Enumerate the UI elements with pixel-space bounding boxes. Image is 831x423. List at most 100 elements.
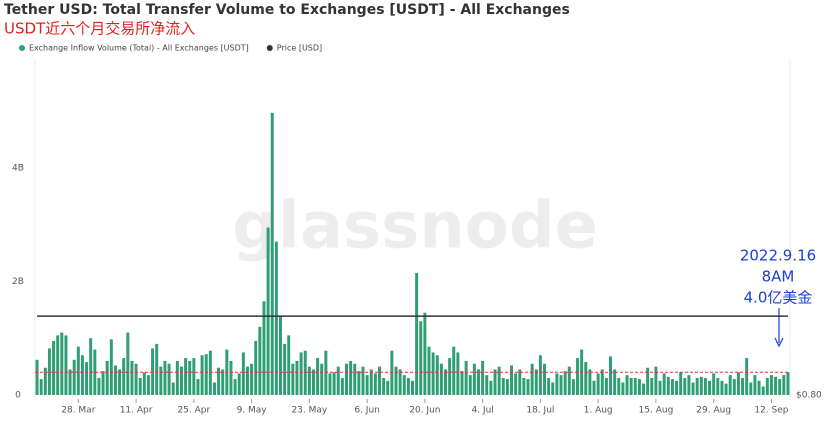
bar	[336, 366, 340, 395]
annotation-arrow	[774, 337, 784, 348]
bar	[155, 343, 159, 395]
bar	[769, 375, 773, 395]
bar	[679, 372, 683, 395]
bar	[146, 375, 150, 395]
bar	[526, 379, 530, 395]
bar	[287, 335, 291, 395]
bar	[39, 379, 43, 395]
bar	[258, 326, 262, 395]
bar	[369, 369, 373, 395]
bar	[576, 358, 580, 395]
bar	[485, 375, 489, 395]
bar	[394, 366, 398, 395]
legend-label: Price [USD]	[277, 44, 322, 53]
bar	[320, 363, 324, 395]
bar	[35, 359, 39, 395]
bar	[245, 366, 249, 395]
bar	[93, 349, 97, 395]
y-tick-label: 4B	[12, 163, 24, 173]
annotation: 4.0亿美金	[744, 289, 813, 307]
bar	[378, 366, 381, 395]
bar	[547, 377, 551, 395]
bar	[163, 360, 167, 395]
bar	[171, 382, 175, 395]
bar	[765, 377, 769, 395]
bar	[670, 379, 674, 395]
bar	[786, 372, 790, 395]
annotation: 2022.9.16	[740, 247, 816, 265]
bar	[101, 371, 105, 395]
bar	[452, 346, 456, 395]
bar	[505, 379, 509, 395]
bar	[179, 366, 183, 395]
bar	[382, 377, 386, 395]
bar	[398, 369, 402, 395]
bar	[538, 355, 542, 395]
x-tick-label: 20. Jun	[409, 406, 440, 416]
bar	[390, 350, 394, 395]
bar	[522, 377, 526, 395]
y-tick-label: 2B	[12, 277, 24, 287]
bar	[270, 112, 274, 395]
bar	[221, 369, 225, 395]
bar	[386, 380, 390, 395]
bar	[80, 355, 84, 395]
bar	[637, 379, 641, 395]
bar	[208, 350, 212, 395]
bar	[307, 366, 311, 395]
bar	[703, 377, 707, 395]
bar	[184, 358, 188, 395]
bar	[118, 369, 122, 395]
bar	[188, 360, 192, 395]
bar	[138, 377, 142, 395]
bar	[217, 367, 221, 395]
bar	[204, 354, 208, 395]
bar	[278, 315, 282, 395]
bar	[311, 369, 315, 395]
x-tick-label: 9. May	[237, 406, 268, 416]
bar	[592, 380, 596, 395]
bar	[250, 363, 254, 395]
x-tick-label: 29. Aug	[696, 406, 731, 416]
bar	[567, 366, 571, 395]
bar	[122, 358, 126, 395]
bar	[64, 335, 68, 395]
bar	[274, 241, 278, 395]
chart-subtitle: USDT近六个月交易所净流入	[4, 20, 195, 38]
bar	[159, 366, 163, 395]
bar	[646, 367, 650, 395]
y-tick-label: 0	[15, 391, 21, 401]
bar	[402, 375, 406, 395]
bar	[328, 373, 332, 395]
bar	[365, 375, 369, 395]
bar	[427, 346, 431, 395]
bar	[720, 380, 724, 395]
bar	[497, 366, 501, 395]
bar	[439, 363, 443, 395]
bar	[600, 369, 604, 395]
bar	[151, 348, 155, 395]
bar	[406, 377, 410, 395]
bar	[584, 362, 588, 395]
bar	[47, 348, 51, 395]
bar	[534, 369, 538, 395]
bar	[340, 377, 344, 395]
bar	[444, 369, 447, 395]
bar	[629, 377, 633, 395]
bar	[736, 372, 740, 395]
bar	[642, 383, 646, 395]
bar	[345, 363, 348, 395]
bar	[732, 379, 736, 395]
bar	[324, 350, 328, 395]
bar	[687, 375, 691, 395]
bar	[89, 338, 93, 395]
bar	[518, 369, 522, 395]
bar	[716, 377, 720, 395]
bar	[130, 360, 134, 395]
bar	[316, 358, 320, 395]
bar	[332, 372, 336, 395]
bar	[299, 352, 303, 395]
bar	[472, 363, 476, 395]
bar	[609, 356, 613, 395]
